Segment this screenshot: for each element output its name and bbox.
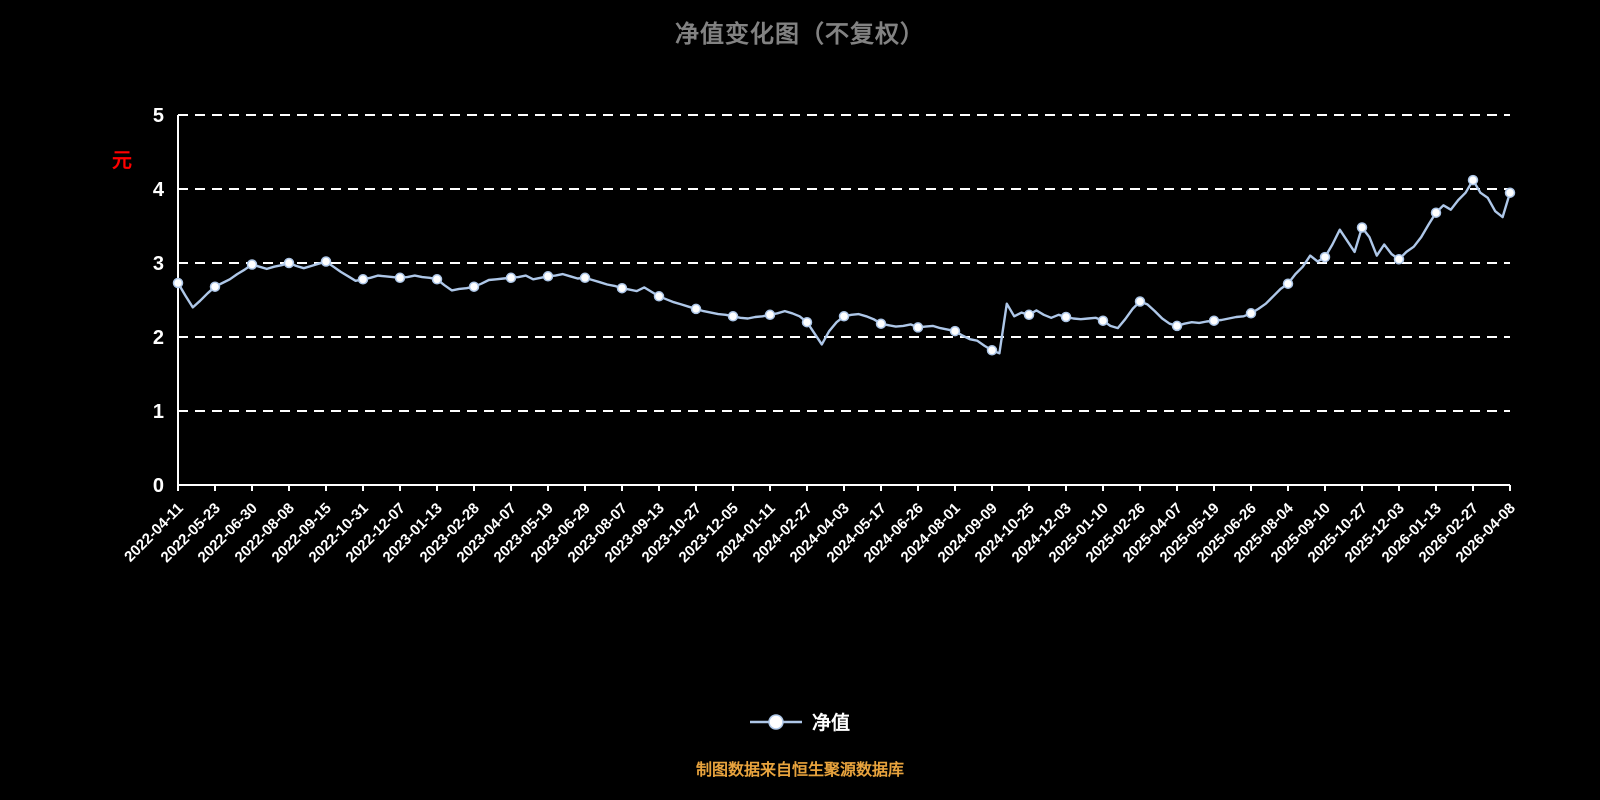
data-point-marker [1208, 315, 1220, 326]
legend-label: 净值 [811, 713, 850, 734]
y-tick-label: 0 [153, 475, 164, 497]
data-point-marker [1245, 308, 1257, 319]
data-point-marker [394, 272, 406, 284]
data-point-marker [1060, 311, 1072, 323]
data-point-marker [1282, 278, 1294, 289]
data-point-marker [912, 322, 924, 333]
data-point-marker [1097, 315, 1109, 326]
legend: 净值 [0, 708, 1600, 735]
y-tick-label: 5 [153, 105, 164, 127]
data-point-marker [209, 281, 221, 292]
data-point-marker [542, 271, 554, 282]
data-point-marker [616, 282, 628, 294]
y-tick-label: 4 [153, 179, 165, 201]
data-point-marker [579, 272, 591, 284]
data-point-marker [949, 325, 961, 337]
data-point-marker [986, 345, 998, 356]
data-point-marker [431, 274, 443, 285]
data-point-marker [1171, 320, 1183, 332]
data-point-marker [1023, 309, 1035, 321]
data-point-marker [801, 316, 813, 328]
data-point-marker [1393, 254, 1405, 265]
data-point-marker [838, 311, 850, 322]
chart-title: 净值变化图（不复权） [675, 21, 925, 48]
data-point-marker [690, 303, 702, 315]
legend-line-marker-icon [749, 713, 802, 730]
data-point-marker [320, 256, 332, 267]
y-tick-label: 1 [153, 401, 164, 423]
data-point-marker [1134, 296, 1146, 307]
data-point-marker [727, 311, 739, 322]
y-tick-label: 2 [153, 327, 164, 349]
data-point-marker [1356, 222, 1368, 233]
data-point-marker [1467, 174, 1479, 186]
data-point-marker [1319, 251, 1331, 263]
y-axis-unit-label: 元 [112, 150, 132, 172]
net-value-line [176, 178, 1512, 355]
data-point-marker [172, 277, 184, 289]
data-point-marker [468, 281, 480, 292]
data-source-note: 制图数据来自恒生聚源数据库 [695, 762, 904, 779]
data-point-marker [653, 291, 665, 302]
data-point-marker [283, 257, 295, 269]
data-point-marker [505, 272, 517, 284]
data-point-marker [764, 309, 776, 321]
data-point-marker [1430, 207, 1442, 218]
data-point-marker [875, 318, 887, 329]
data-point-marker [357, 274, 369, 285]
data-point-marker [246, 259, 258, 270]
y-tick-label: 3 [153, 253, 164, 275]
data-point-marker [1504, 187, 1516, 198]
